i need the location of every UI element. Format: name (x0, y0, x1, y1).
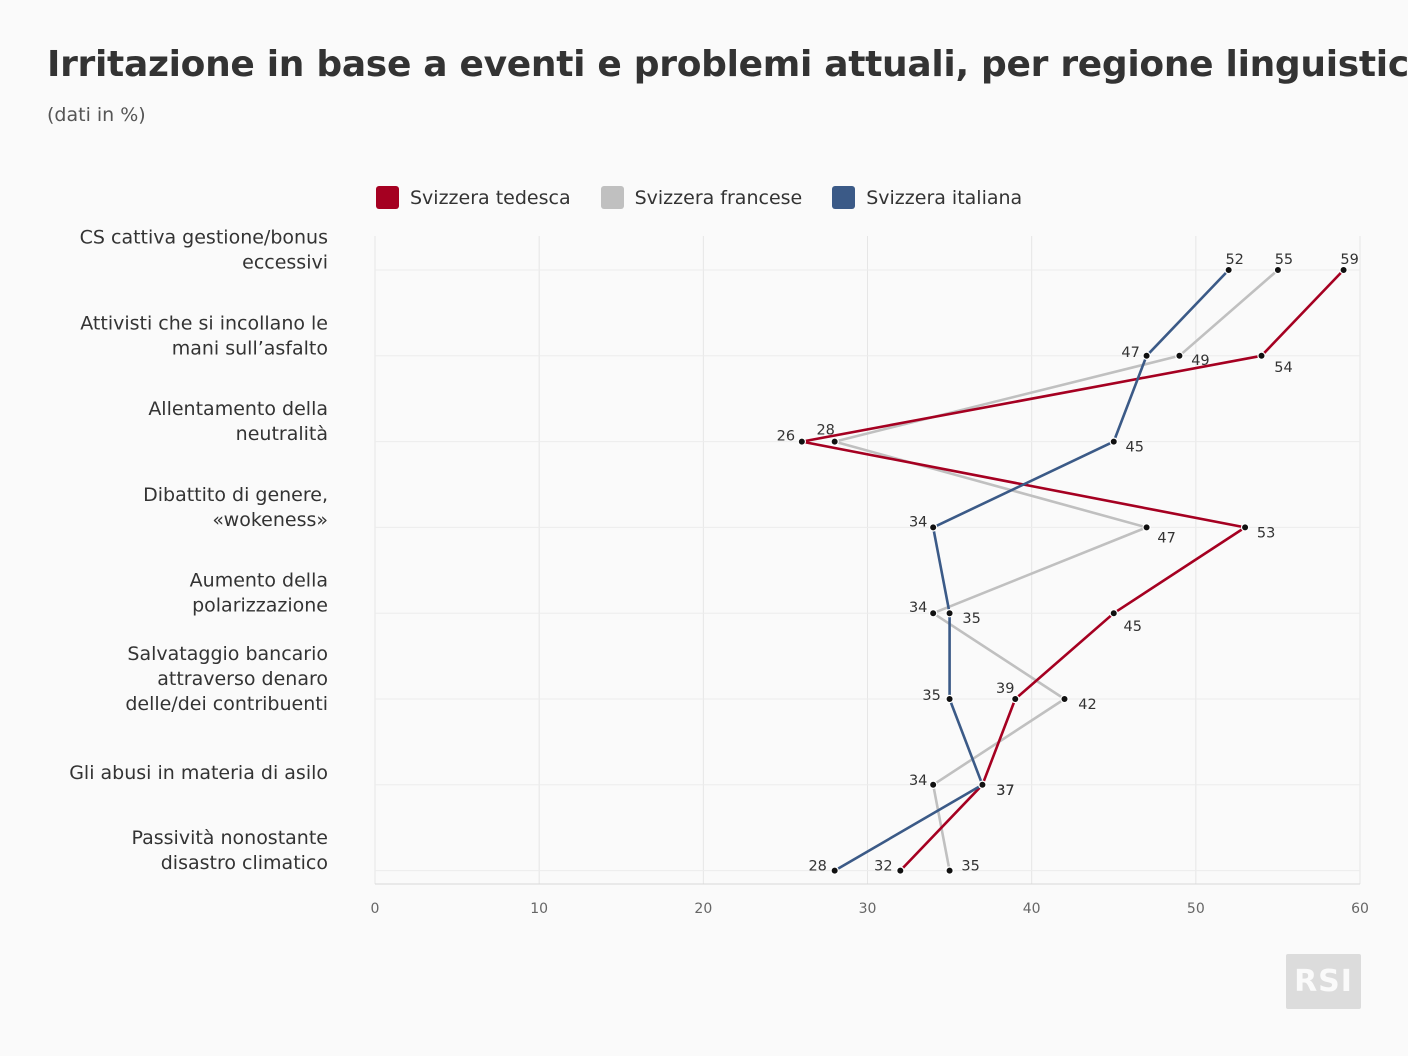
category-label: Attivisti che si incollano le (80, 312, 328, 334)
data-label: 37 (996, 783, 1014, 799)
data-point (928, 609, 938, 618)
category-label: attraverso denaro (157, 668, 328, 690)
data-label: 42 (1078, 697, 1096, 713)
category-label: eccessivi (242, 252, 328, 274)
data-point (945, 609, 954, 618)
x-tick-label: 50 (1187, 901, 1205, 917)
data-point (1011, 694, 1020, 704)
category-label: Passività nonostante (132, 827, 329, 849)
data-point (1339, 265, 1348, 275)
data-label: 28 (816, 423, 834, 439)
x-tick-label: 40 (1023, 901, 1041, 917)
data-label: 59 (1340, 252, 1358, 268)
data-point (1142, 351, 1151, 360)
category-label: «wokeness» (212, 509, 328, 531)
data-label: 55 (1275, 252, 1293, 268)
x-tick-label: 60 (1351, 901, 1369, 917)
data-point (928, 523, 938, 532)
data-label: 47 (1121, 345, 1139, 361)
data-label: 45 (1126, 440, 1144, 456)
category-label: Salvataggio bancario (127, 643, 328, 665)
category-label: polarizzazione (192, 595, 328, 617)
legend-item-italiana: Svizzera italiana (832, 186, 1022, 209)
chart-subtitle: (dati in %) (47, 104, 146, 126)
data-label: 32 (874, 859, 892, 875)
legend: Svizzera tedesca Svizzera francese Svizz… (376, 186, 1022, 209)
chart-title: Irritazione in base a eventi e problemi … (47, 44, 1408, 85)
x-tick-label: 30 (859, 901, 877, 917)
data-label: 47 (1157, 530, 1175, 546)
data-label: 34 (909, 600, 927, 616)
data-point (1224, 265, 1233, 275)
data-point (1257, 351, 1266, 360)
data-point (1240, 523, 1250, 532)
data-point (978, 780, 987, 790)
x-tick-label: 20 (694, 901, 712, 917)
data-point (1109, 609, 1118, 618)
data-point (797, 437, 807, 446)
data-label: 37 (996, 783, 1014, 799)
legend-swatch-tedesca (376, 186, 399, 209)
category-label: disastro climatico (161, 852, 328, 874)
data-label: 39 (996, 681, 1014, 697)
data-point (1142, 523, 1151, 532)
rsi-logo: RSI (1286, 954, 1361, 1009)
legend-label-francese: Svizzera francese (634, 186, 803, 209)
data-label: 34 (909, 514, 927, 530)
x-tick-label: 10 (530, 901, 548, 917)
data-label: 26 (777, 429, 795, 445)
data-label: 53 (1257, 525, 1275, 541)
data-point (928, 780, 938, 790)
legend-item-tedesca: Svizzera tedesca (376, 186, 571, 209)
data-label: 54 (1274, 360, 1292, 376)
data-point (945, 694, 954, 704)
data-label: 28 (808, 859, 826, 875)
data-label: 49 (1191, 353, 1209, 369)
legend-swatch-francese (600, 186, 624, 209)
category-label: Dibattito di genere, (143, 484, 328, 506)
category-label: CS cattiva gestione/bonus (80, 227, 328, 249)
data-label: 34 (909, 773, 927, 789)
data-point (1175, 351, 1184, 360)
data-label: 45 (1124, 619, 1142, 635)
series-line (834, 269, 1230, 872)
category-label: Allentamento della (148, 398, 328, 420)
category-label: delle/dei contribuenti (125, 693, 328, 715)
category-label: neutralità (236, 423, 328, 445)
data-point (1109, 437, 1118, 446)
category-label: mani sull’asfalto (172, 337, 328, 359)
legend-swatch-italiana (832, 186, 856, 209)
data-point (830, 866, 839, 875)
data-point (1060, 694, 1069, 704)
data-point (830, 437, 839, 446)
category-label: Gli abusi in materia di asilo (69, 762, 328, 784)
data-point (945, 866, 954, 875)
series-line (800, 269, 1345, 872)
data-label: 35 (961, 859, 979, 875)
data-label: 52 (1225, 252, 1243, 268)
data-label: 35 (922, 688, 940, 704)
data-point (1273, 265, 1283, 275)
category-label: Aumento della (190, 570, 328, 592)
legend-label-tedesca: Svizzera tedesca (410, 186, 571, 209)
data-point (896, 866, 905, 875)
series-line (833, 269, 1279, 871)
x-tick-label: 0 (371, 901, 380, 917)
legend-item-francese: Svizzera francese (600, 186, 803, 209)
legend-label-italiana: Svizzera italiana (866, 186, 1023, 209)
data-label: 35 (962, 611, 980, 627)
